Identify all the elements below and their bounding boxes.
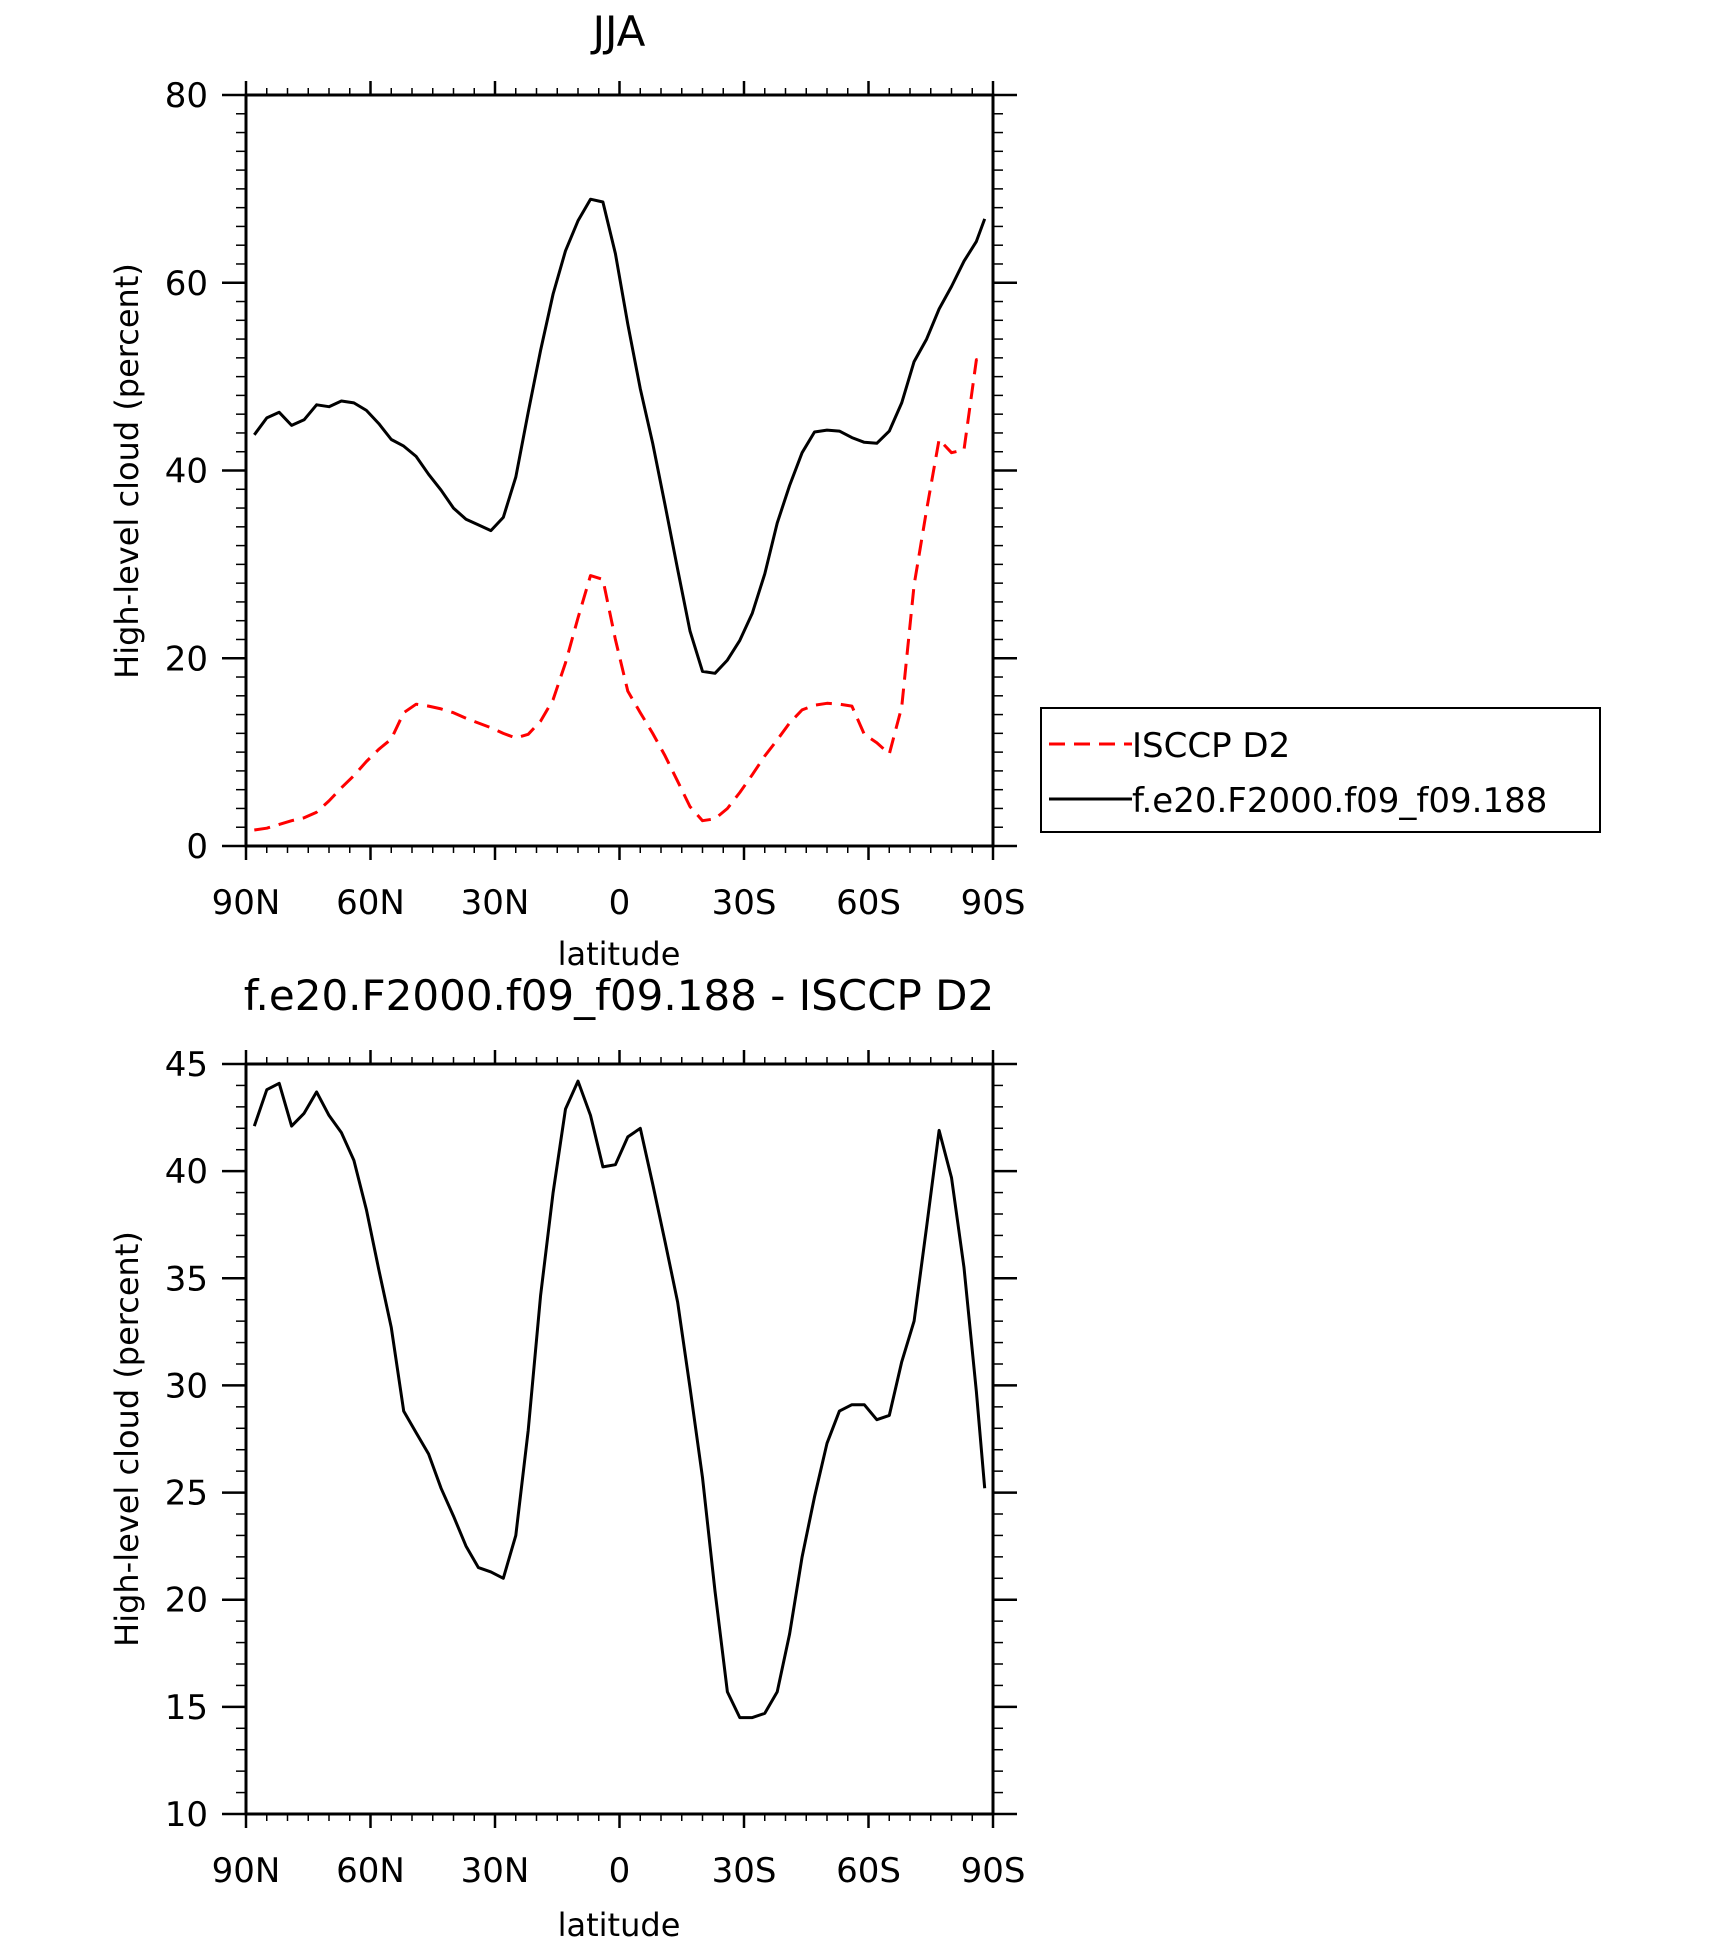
legend-label-isccp: ISCCP D2 [1132, 726, 1290, 766]
tick-marks [222, 1050, 1017, 1828]
y-tick-label: 15 [165, 1688, 208, 1728]
chart-jja: JJA 90N 60N 30N 0 30S 60S 90S 0 20 40 60 80 latitud… [108, 7, 1601, 973]
x-tick-label: 60S [836, 1851, 901, 1891]
x-tick-label: 90S [961, 883, 1026, 923]
x-tick-label: 0 [609, 1851, 631, 1891]
y-tick-label: 35 [165, 1259, 208, 1299]
y-tick-label: 80 [165, 76, 208, 116]
legend-box [1040, 707, 1601, 833]
y-tick-label: 20 [165, 639, 208, 679]
y-tick-label: 60 [165, 264, 208, 304]
x-tick-label: 90N [212, 883, 281, 923]
series-line-isccp-d2 [254, 356, 986, 832]
series-line-f-e20-f2000-f09-f09-188 [253, 197, 987, 675]
y-tick-label: 40 [165, 452, 208, 492]
series-group [252, 1079, 987, 1720]
chart-title: JJA [590, 7, 646, 56]
plot-frame [244, 1062, 995, 1816]
x-tick-label: 60N [336, 1851, 405, 1891]
y-tick-label: 30 [165, 1366, 208, 1406]
x-tick-label: 60N [336, 883, 405, 923]
y-tick-label: 20 [165, 1581, 208, 1621]
x-axis-label: latitude [558, 1906, 681, 1944]
y-tick-label: 25 [165, 1474, 208, 1514]
chart-title: f.e20.F2000.f09_f09.188 - ISCCP D2 [244, 971, 994, 1020]
y-tick-label: 0 [186, 827, 208, 867]
x-tick-label: 90S [961, 1851, 1026, 1891]
x-tick-label: 60S [836, 883, 901, 923]
x-tick-label: 30S [712, 883, 777, 923]
plot-frame [244, 93, 995, 848]
y-axis-label: High-level cloud (percent) [108, 1231, 146, 1647]
series-line-difference [252, 1079, 987, 1720]
x-tick-label: 30S [712, 1851, 777, 1891]
x-tick-label: 0 [609, 883, 631, 923]
y-tick-label: 10 [165, 1795, 208, 1835]
series-group [253, 197, 987, 832]
chart-difference: f.e20.F2000.f09_f09.188 - ISCCP D2 90N 60… [108, 971, 1025, 1944]
tick-marks [222, 81, 1017, 860]
tick-labels: 90N 60N 30N 0 30S 60S 90S 0 20 40 60 80 [165, 76, 1026, 923]
x-axis-label: latitude [558, 935, 681, 973]
x-tick-label: 30N [461, 1851, 530, 1891]
y-tick-label: 45 [165, 1045, 208, 1085]
x-tick-label: 90N [212, 1851, 281, 1891]
y-tick-label: 40 [165, 1152, 208, 1192]
legend: ISCCP D2 f.e20.F2000.f09_f09.188 [1040, 707, 1601, 833]
tick-labels: 90N 60N 30N 0 30S 60S 90S 10 15 20 25 30 35 40 45 [165, 1045, 1026, 1891]
legend-label-model: f.e20.F2000.f09_f09.188 [1132, 781, 1547, 821]
x-tick-label: 30N [461, 883, 530, 923]
y-axis-label: High-level cloud (percent) [108, 263, 146, 679]
